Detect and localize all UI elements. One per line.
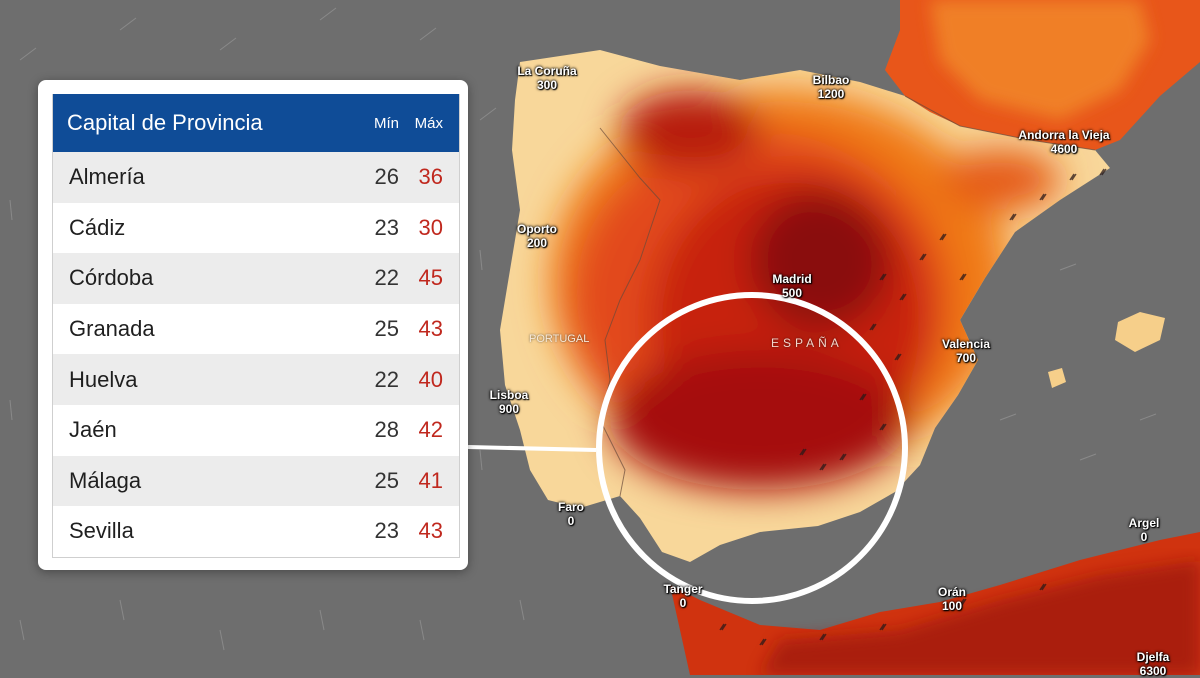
city-label: Bilbao 1200 [812,73,850,101]
country-label-spain: ESPAÑA [771,336,843,350]
header-province: Capital de Provincia [67,110,263,135]
city-label: Lisboa 900 [489,388,529,416]
city-name: Almería [69,164,145,190]
city-name: Jaén [69,417,117,443]
temperature-table-panel: Capital de Provincia Mín Máx Almería 26 … [38,80,468,570]
max-temp: 40 [418,366,443,392]
temperature-table: Capital de Provincia Mín Máx Almería 26 … [52,94,460,558]
city-label: La Coruña 300 [517,64,577,92]
max-temp: 30 [418,214,443,240]
north-africa-land [670,532,1200,675]
city-label: Djelfa 6300 [1136,650,1170,678]
table-row: Sevilla 23 43 [53,506,459,557]
min-temp: 25 [374,467,399,493]
table-row: Córdoba 22 45 [53,253,459,304]
table-body: Almería 26 36 Cádiz 23 30 Córdoba 22 45 … [53,152,459,557]
city-name: Huelva [69,366,138,392]
city-name: Málaga [69,467,142,493]
storm-symbols [719,168,1107,646]
table-row: Huelva 22 40 [53,354,459,405]
header-min: Mín [373,114,399,132]
min-temp: 22 [374,366,399,392]
portugal-border [599,127,661,497]
city-name: Cádiz [69,214,126,240]
country-label-portugal: PORTUGAL [529,333,590,345]
connector-line [467,445,597,452]
city-label: Valencia 700 [941,337,991,365]
table-row: Almería 26 36 [53,152,459,203]
max-temp: 45 [418,265,443,291]
city-label: Madrid 500 [772,272,812,300]
table-row: Granada 25 43 [53,303,459,355]
min-temp: 28 [374,417,399,443]
max-temp: 36 [418,164,443,190]
pyrenees-border [904,95,1096,151]
min-temp: 23 [374,214,399,240]
city-name: Granada [69,316,155,342]
min-temp: 26 [374,164,399,190]
header-max: Máx [414,114,443,132]
table-row: Jaén 28 42 [53,404,459,456]
france-land [885,0,1200,150]
city-label: Orán 100 [937,585,967,613]
wind-streaks [9,7,1157,651]
city-name: Sevilla [69,518,134,544]
table-row: Málaga 25 41 [53,455,459,507]
ibiza-land [1048,368,1066,388]
table-row: Cádiz 23 30 [53,202,459,254]
table-header: Capital de Provincia Mín Máx [53,94,459,152]
max-temp: 43 [418,518,443,544]
city-label: Argel 0 [1128,516,1160,544]
city-label: Faro 0 [557,500,585,528]
mallorca-land [1115,312,1165,352]
city-label: Andorra la Vieja 4600 [1018,128,1110,156]
min-temp: 23 [374,518,399,544]
highlight-circle [596,292,908,604]
city-label: Oporto 200 [517,222,557,250]
min-temp: 25 [374,316,399,342]
max-temp: 42 [418,417,443,443]
city-label: Tanger 0 [663,582,703,610]
city-name: Córdoba [69,265,154,291]
max-temp: 41 [418,467,443,493]
max-temp: 43 [418,316,443,342]
min-temp: 22 [374,265,399,291]
